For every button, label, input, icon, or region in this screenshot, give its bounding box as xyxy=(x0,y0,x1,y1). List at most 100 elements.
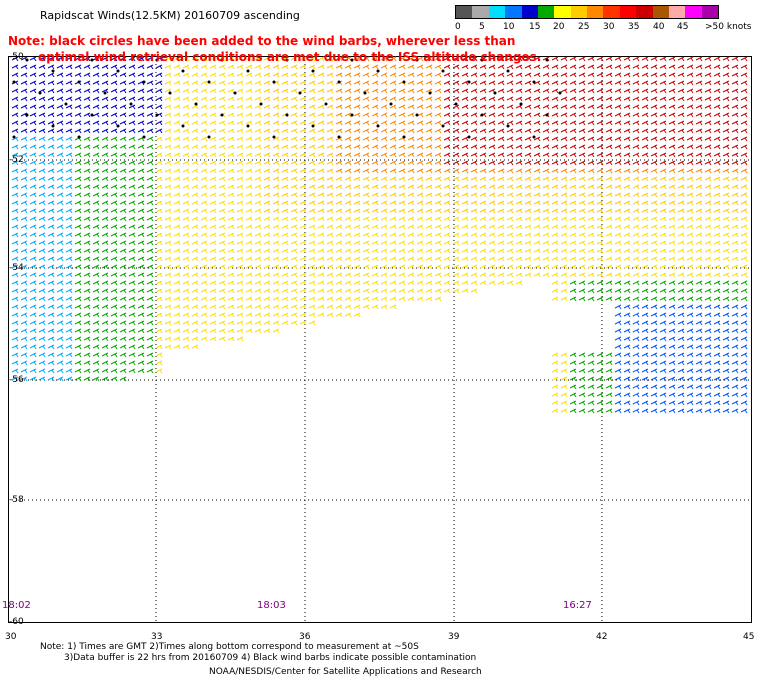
wind-barb xyxy=(722,64,730,70)
wind-barb xyxy=(236,64,244,70)
wind-barb xyxy=(74,352,82,358)
wind-barb xyxy=(119,232,127,238)
wind-barb xyxy=(659,248,667,254)
wind-barb xyxy=(128,320,136,326)
wind-barb xyxy=(488,248,496,254)
wind-barb xyxy=(731,296,739,302)
wind-barb xyxy=(434,232,442,238)
wind-barb xyxy=(56,96,64,102)
wind-barb xyxy=(623,296,631,302)
wind-barb xyxy=(74,152,82,158)
wind-barb xyxy=(650,176,658,182)
wind-barb xyxy=(29,176,37,182)
wind-barb xyxy=(137,288,145,294)
wind-barb xyxy=(560,136,568,142)
wind-barb xyxy=(542,160,550,166)
wind-barb xyxy=(119,160,127,166)
time-label-1: 18:02 xyxy=(2,600,31,611)
wind-barb xyxy=(56,264,64,270)
wind-barb xyxy=(452,112,460,118)
wind-barb xyxy=(461,184,469,190)
wind-barb xyxy=(290,128,298,134)
wind-barb xyxy=(695,328,703,334)
wind-barb xyxy=(686,192,694,198)
wind-barb xyxy=(416,288,424,294)
wind-barb xyxy=(740,376,748,382)
wind-barb xyxy=(155,280,163,286)
wind-barb xyxy=(92,328,100,334)
wind-barb xyxy=(578,144,586,150)
wind-barb xyxy=(587,216,595,222)
wind-barb xyxy=(434,160,442,166)
wind-barb xyxy=(128,136,136,142)
wind-barb xyxy=(218,320,226,326)
wind-barb xyxy=(740,368,748,374)
wind-barb xyxy=(704,376,712,382)
wind-barb xyxy=(146,352,154,358)
wind-barb xyxy=(461,80,469,86)
wind-barb xyxy=(308,176,316,182)
wind-barb xyxy=(65,112,73,118)
flag-circle xyxy=(181,69,185,73)
wind-barb xyxy=(686,64,694,70)
legend-swatch xyxy=(636,6,653,18)
wind-barb xyxy=(146,304,154,310)
wind-barb xyxy=(56,272,64,278)
wind-barb xyxy=(110,160,118,166)
wind-barb xyxy=(641,232,649,238)
wind-barb xyxy=(92,120,100,126)
wind-barb xyxy=(713,160,721,166)
wind-barb xyxy=(380,240,388,246)
wind-barb xyxy=(20,288,28,294)
wind-barb xyxy=(461,168,469,174)
wind-barb xyxy=(74,192,82,198)
wind-barb xyxy=(569,368,577,374)
wind-barb xyxy=(209,152,217,158)
wind-barb xyxy=(713,232,721,238)
wind-barb xyxy=(173,168,181,174)
wind-barb xyxy=(272,120,280,126)
wind-barb xyxy=(110,248,118,254)
wind-barb xyxy=(641,88,649,94)
wind-barb xyxy=(668,304,676,310)
wind-barb xyxy=(11,88,19,94)
wind-barb xyxy=(569,208,577,214)
wind-barb xyxy=(398,216,406,222)
wind-barb xyxy=(488,144,496,150)
wind-barb xyxy=(425,192,433,198)
wind-barb xyxy=(587,208,595,214)
wind-barb xyxy=(596,296,604,302)
wind-barb xyxy=(128,96,136,102)
wind-barb xyxy=(488,128,496,134)
wind-barb xyxy=(560,128,568,134)
wind-barb xyxy=(560,232,568,238)
wind-barb xyxy=(101,352,109,358)
wind-barb xyxy=(209,128,217,134)
wind-barb xyxy=(20,296,28,302)
wind-barb xyxy=(479,160,487,166)
wind-barb xyxy=(713,224,721,230)
wind-barb xyxy=(533,104,541,110)
wind-barb xyxy=(326,296,334,302)
wind-barb xyxy=(677,368,685,374)
wind-barb xyxy=(623,272,631,278)
wind-barb xyxy=(128,184,136,190)
wind-barb xyxy=(407,88,415,94)
wind-barb xyxy=(677,320,685,326)
wind-barb xyxy=(236,152,244,158)
wind-barb xyxy=(326,304,334,310)
wind-barb xyxy=(641,80,649,86)
wind-barb xyxy=(110,256,118,262)
wind-barb xyxy=(47,240,55,246)
wind-barb xyxy=(344,312,352,318)
wind-barb xyxy=(506,176,514,182)
wind-barb xyxy=(506,224,514,230)
wind-barb xyxy=(146,80,154,86)
wind-barb xyxy=(236,160,244,166)
wind-barb xyxy=(407,64,415,70)
wind-barb xyxy=(200,208,208,214)
wind-barb xyxy=(326,264,334,270)
wind-barb xyxy=(605,200,613,206)
wind-barb xyxy=(263,96,271,102)
wind-barb xyxy=(605,352,613,358)
